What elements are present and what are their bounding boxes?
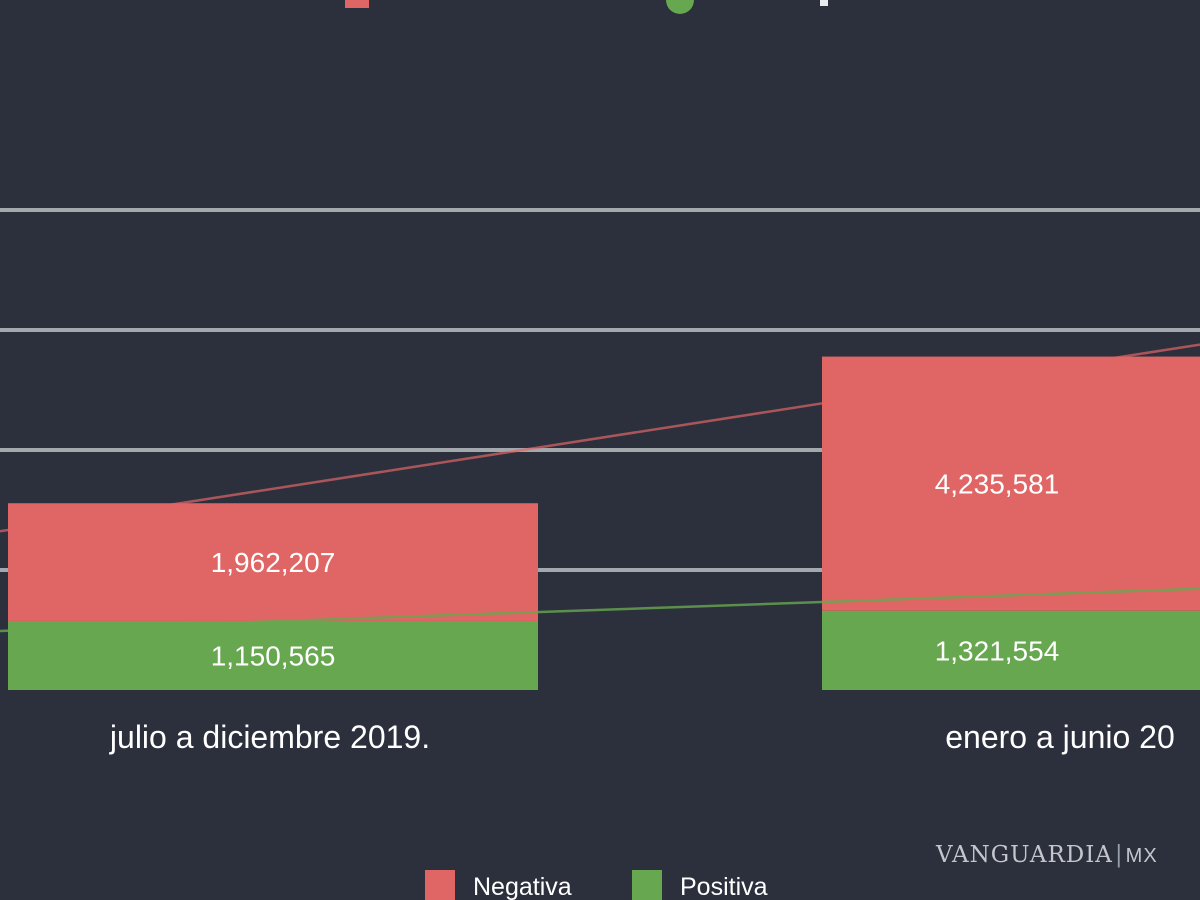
watermark-brand: VANGUARDIA xyxy=(936,842,1113,868)
trend-line-positiva xyxy=(0,587,1200,633)
bar-negativa-0 xyxy=(8,503,538,621)
bar-positiva-0 xyxy=(8,620,538,690)
data-label-positiva-0: 1,150,565 xyxy=(211,640,336,671)
trend-line-negativa xyxy=(0,343,1200,533)
legend-label-negativa: Negativa xyxy=(473,873,572,900)
data-label-negativa-0: 1,962,207 xyxy=(211,547,336,578)
legend-swatch-negativa xyxy=(425,870,455,900)
data-label-positiva-1: 1,321,554 xyxy=(935,635,1060,666)
bar-negativa-1 xyxy=(822,356,1200,611)
bar-positiva-1 xyxy=(822,610,1200,690)
category-label-1: enero a junio 20 xyxy=(945,719,1175,755)
data-label-negativa-1: 4,235,581 xyxy=(935,469,1060,500)
legend-label-positiva: Positiva xyxy=(680,873,768,900)
watermark-suffix: MX xyxy=(1125,845,1158,867)
top-legend-swatch-negativa xyxy=(345,0,369,8)
legend-swatch-positiva xyxy=(632,870,662,900)
watermark-separator: | xyxy=(1114,842,1124,868)
top-legend-text-fragment xyxy=(820,0,828,6)
top-legend-marker-positiva xyxy=(666,0,694,14)
watermark-logo: VANGUARDIA| MX xyxy=(936,842,1158,868)
category-label-0: julio a diciembre 2019. xyxy=(109,719,430,755)
